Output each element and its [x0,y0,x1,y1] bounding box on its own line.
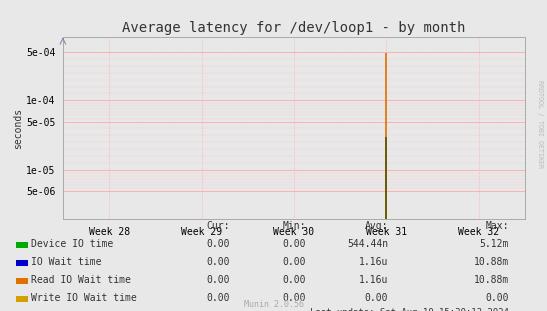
Text: 0.00: 0.00 [206,257,230,267]
Text: Cur:: Cur: [206,220,230,230]
Text: IO Wait time: IO Wait time [31,257,102,267]
Text: 0.00: 0.00 [206,239,230,248]
Y-axis label: seconds: seconds [13,108,23,149]
Text: Max:: Max: [485,220,509,230]
Text: 1.16u: 1.16u [359,275,388,285]
Text: Avg:: Avg: [365,220,388,230]
Text: 0.00: 0.00 [283,293,306,303]
Text: 0.00: 0.00 [485,293,509,303]
Text: 0.00: 0.00 [283,257,306,267]
Text: Device IO time: Device IO time [31,239,113,248]
Title: Average latency for /dev/loop1 - by month: Average latency for /dev/loop1 - by mont… [123,21,465,35]
Text: 0.00: 0.00 [283,275,306,285]
Text: RRDTOOL / TOBI OETIKER: RRDTOOL / TOBI OETIKER [537,81,543,168]
Text: 0.00: 0.00 [206,293,230,303]
Text: 5.12m: 5.12m [479,239,509,248]
Text: 0.00: 0.00 [365,293,388,303]
Text: Read IO Wait time: Read IO Wait time [31,275,131,285]
Text: 544.44n: 544.44n [347,239,388,248]
Text: Munin 2.0.56: Munin 2.0.56 [243,300,304,309]
Text: 0.00: 0.00 [283,239,306,248]
Text: 0.00: 0.00 [206,275,230,285]
Text: Last update: Sat Aug 10 15:30:13 2024: Last update: Sat Aug 10 15:30:13 2024 [310,308,509,311]
Text: 10.88m: 10.88m [474,257,509,267]
Text: 1.16u: 1.16u [359,257,388,267]
Text: 10.88m: 10.88m [474,275,509,285]
Text: Write IO Wait time: Write IO Wait time [31,293,137,303]
Text: Min:: Min: [283,220,306,230]
